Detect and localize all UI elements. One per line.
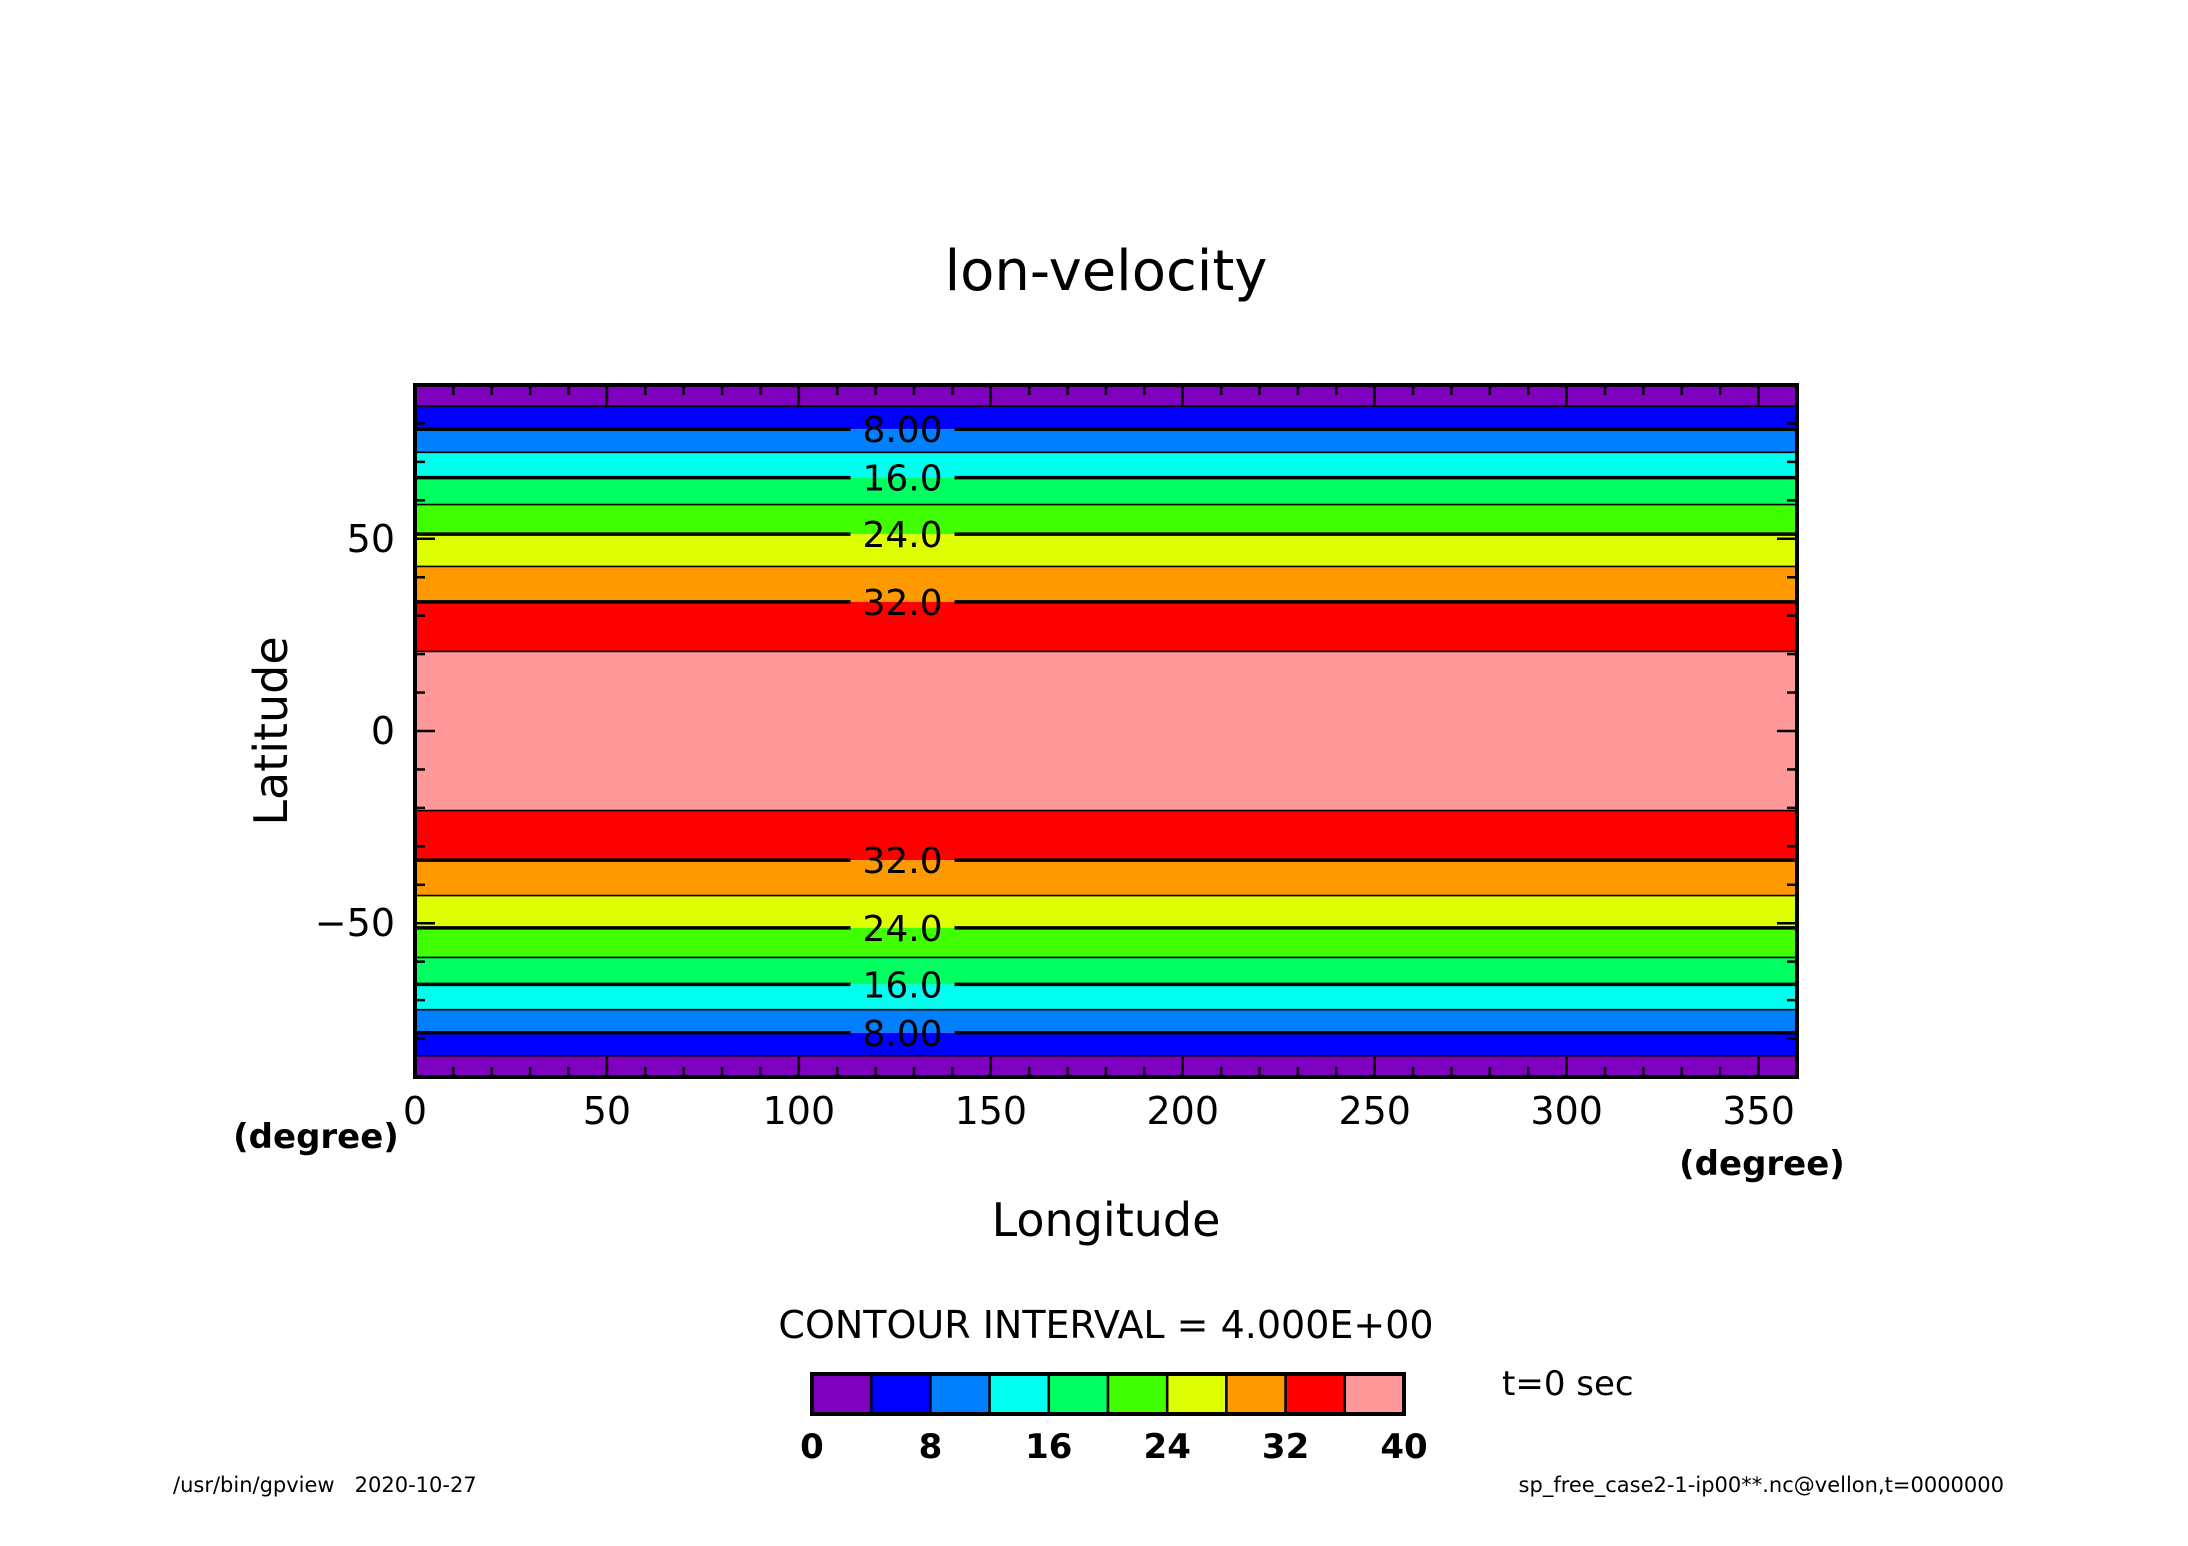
band-11: [415, 860, 1797, 896]
x-tick-label-300: 300: [1530, 1089, 1603, 1133]
tick-labels: 0 50 100 150 200 250 300 350 −50 0 50: [315, 517, 1795, 1133]
x-tick-label-200: 200: [1147, 1089, 1220, 1133]
contour-label-0: 8.00: [862, 410, 942, 451]
footer-right: sp_free_case2-1-ip00**.nc@vellon,t=00000…: [1519, 1473, 2004, 1498]
colorbar-swatch-0: [810, 1372, 873, 1416]
band-17: [415, 1032, 1797, 1056]
band-3: [415, 452, 1797, 478]
y-axis-label: Latitude: [244, 636, 298, 825]
contour-lines: [415, 405, 1797, 1057]
band-16: [415, 1009, 1797, 1033]
x-tick-label-150: 150: [955, 1089, 1028, 1133]
x-unit-label: (degree): [1679, 1144, 1845, 1184]
contour-label-5: 24.0: [862, 909, 942, 950]
band-10: [415, 810, 1797, 861]
band-4: [415, 477, 1797, 505]
colorbar: [810, 1372, 1406, 1416]
band-5: [415, 504, 1797, 535]
band-15: [415, 984, 1797, 1010]
band-2: [415, 429, 1797, 453]
colorbar-swatch-5: [1106, 1372, 1169, 1416]
colorbar-swatch-7: [1225, 1372, 1287, 1416]
band-6: [415, 534, 1797, 567]
colorbar-swatch-2: [929, 1372, 991, 1416]
colorbar-swatch-3: [988, 1372, 1051, 1416]
band-12: [415, 895, 1797, 928]
x-axis-label: Longitude: [992, 1193, 1221, 1247]
x-tick-label-50: 50: [583, 1089, 631, 1133]
footer-left: /usr/bin/gpview 2020-10-27: [173, 1473, 477, 1497]
band-1: [415, 406, 1797, 430]
colorbar-swatch-9: [1343, 1372, 1406, 1416]
colorbar-label-3: 24: [1144, 1427, 1191, 1467]
colorbar-labels: 0 8 16 24 32 40: [800, 1427, 1428, 1467]
colorbar-label-4: 32: [1262, 1427, 1309, 1467]
colorbar-label-2: 16: [1025, 1427, 1072, 1467]
chart-title: lon-velocity: [945, 239, 1268, 304]
colorbar-swatch-8: [1284, 1372, 1347, 1416]
band-9: [415, 651, 1797, 811]
band-7: [415, 566, 1797, 602]
colorbar-swatch-6: [1165, 1372, 1228, 1416]
contour-label-4: 32.0: [862, 841, 942, 882]
contour-label-7: 8.00: [862, 1014, 942, 1055]
contour-bands: [415, 385, 1797, 1077]
colorbar-swatch-4: [1047, 1372, 1110, 1416]
x-tick-label-250: 250: [1338, 1089, 1411, 1133]
band-13: [415, 927, 1797, 958]
colorbar-label-1: 8: [919, 1427, 943, 1467]
x-tick-label-0: 0: [403, 1089, 427, 1133]
contour-label-3: 32.0: [862, 583, 942, 624]
y-tick-label-0: 0: [371, 709, 395, 753]
x-tick-label-350: 350: [1722, 1089, 1795, 1133]
band-14: [415, 957, 1797, 985]
contour-label-2: 24.0: [862, 515, 942, 556]
y-unit-label: (degree): [233, 1117, 399, 1157]
y-tick-label--50: −50: [315, 901, 395, 945]
contour-label-1: 16.0: [862, 459, 942, 500]
colorbar-frame: [810, 1372, 1406, 1416]
y-tick-label-50: 50: [347, 517, 395, 561]
x-tick-label-100: 100: [763, 1089, 836, 1133]
colorbar-label-0: 0: [800, 1427, 824, 1467]
colorbar-label-5: 40: [1380, 1427, 1427, 1467]
plot-frame: [413, 383, 1799, 1079]
contour-labels: 8.00 16.0 24.0 32.0 32.0 24.0 16.0 8.00: [862, 410, 942, 1055]
contour-label-6: 16.0: [862, 965, 942, 1006]
colorbar-swatch-1: [869, 1372, 932, 1416]
band-8: [415, 601, 1797, 652]
contour-interval-text: CONTOUR INTERVAL = 4.000E+00: [778, 1303, 1433, 1347]
time-label: t=0 sec: [1502, 1364, 1634, 1404]
